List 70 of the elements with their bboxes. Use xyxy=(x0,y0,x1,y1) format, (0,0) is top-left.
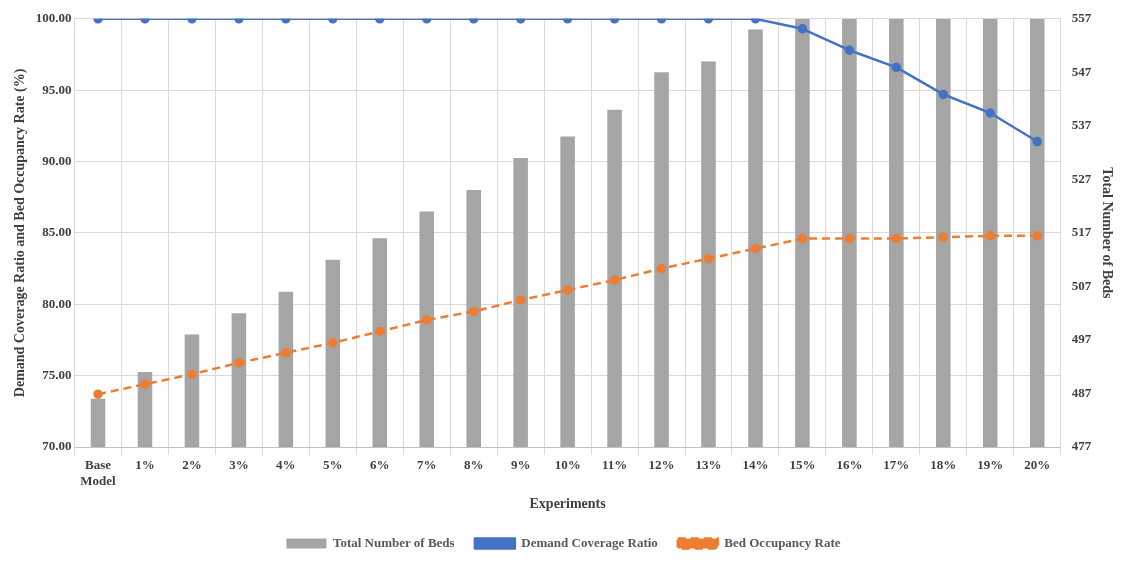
x-tick-label: 1% xyxy=(135,457,155,473)
point xyxy=(1032,136,1042,147)
x-tick-label: 18% xyxy=(930,457,957,473)
point xyxy=(938,232,949,242)
point xyxy=(797,24,808,34)
y-tick-label: 80.00 xyxy=(42,295,72,311)
point xyxy=(328,338,338,348)
x-tick-label: 12% xyxy=(648,457,675,473)
point xyxy=(140,379,150,389)
x-tick-label: 19% xyxy=(977,457,1004,473)
y-tick-label: 70.00 xyxy=(42,438,72,454)
point xyxy=(281,348,291,358)
point xyxy=(938,89,949,100)
legend-label: Total Number of Beds xyxy=(332,534,455,550)
y2-tick-label: 507 xyxy=(1071,277,1092,293)
y-tick-label: 75.00 xyxy=(42,366,72,382)
point xyxy=(93,389,103,399)
point xyxy=(797,233,808,244)
point xyxy=(750,243,761,254)
y2-tick-label: 497 xyxy=(1071,331,1092,347)
point xyxy=(985,231,996,241)
y-tick-label: 95.00 xyxy=(42,81,72,97)
y2-tick-label: 477 xyxy=(1071,438,1092,454)
point xyxy=(468,306,479,317)
point xyxy=(891,62,902,73)
y-tick-label: 100.00 xyxy=(35,10,72,26)
x-tick-label: 14% xyxy=(742,457,769,473)
point xyxy=(844,233,855,244)
x-tick-label: 10% xyxy=(554,457,581,473)
point xyxy=(422,315,432,325)
y-tick-label: 85.00 xyxy=(42,224,72,240)
point xyxy=(609,275,620,285)
x-tick-label: 5% xyxy=(323,457,343,473)
point xyxy=(985,108,996,118)
x-tick-label: 20% xyxy=(1024,457,1051,473)
legend-label: Demand Coverage Ratio xyxy=(521,534,658,550)
x-tick-label: 15% xyxy=(789,457,816,473)
x-tick-label: Base Model xyxy=(80,457,117,488)
y2-tick-label: 557 xyxy=(1071,10,1092,26)
x-tick-label: 13% xyxy=(695,457,722,473)
point xyxy=(515,295,526,305)
point xyxy=(234,358,244,368)
point xyxy=(1032,231,1042,241)
x-tick-label: 9% xyxy=(510,457,531,473)
y2-tick-label: 547 xyxy=(1071,63,1092,79)
legend-label: Bed Occupancy Rate xyxy=(724,534,841,550)
y2-axis-title: Total Number of Beds xyxy=(1099,167,1115,299)
y2-tick-label: 517 xyxy=(1071,224,1092,240)
y-axis-title: Demand Coverage Ratio and Bed Occupancy Rate (%) xyxy=(12,68,29,398)
point xyxy=(891,233,902,244)
point xyxy=(703,253,714,264)
x-tick-label: 3% xyxy=(229,457,249,473)
x-tick-label: 2% xyxy=(182,457,202,473)
x-tick-label: 6% xyxy=(370,457,390,473)
x-tick-label: 4% xyxy=(276,457,296,473)
x-tick-label: 16% xyxy=(836,457,863,473)
point xyxy=(844,45,855,55)
y2-tick-label: 537 xyxy=(1071,117,1092,133)
point xyxy=(187,369,197,379)
y-tick-label: 90.00 xyxy=(42,152,72,168)
point xyxy=(656,263,667,274)
point xyxy=(562,285,573,295)
y2-tick-label: 487 xyxy=(1071,384,1092,400)
x-tick-label: 11% xyxy=(601,457,628,473)
x-tick-label: 17% xyxy=(883,457,910,473)
y2-tick-label: 527 xyxy=(1071,170,1092,186)
x-axis-title: Experiments xyxy=(529,496,607,512)
x-tick-label: 8% xyxy=(463,457,484,473)
point xyxy=(375,326,385,337)
x-tick-label: 7% xyxy=(417,457,437,473)
